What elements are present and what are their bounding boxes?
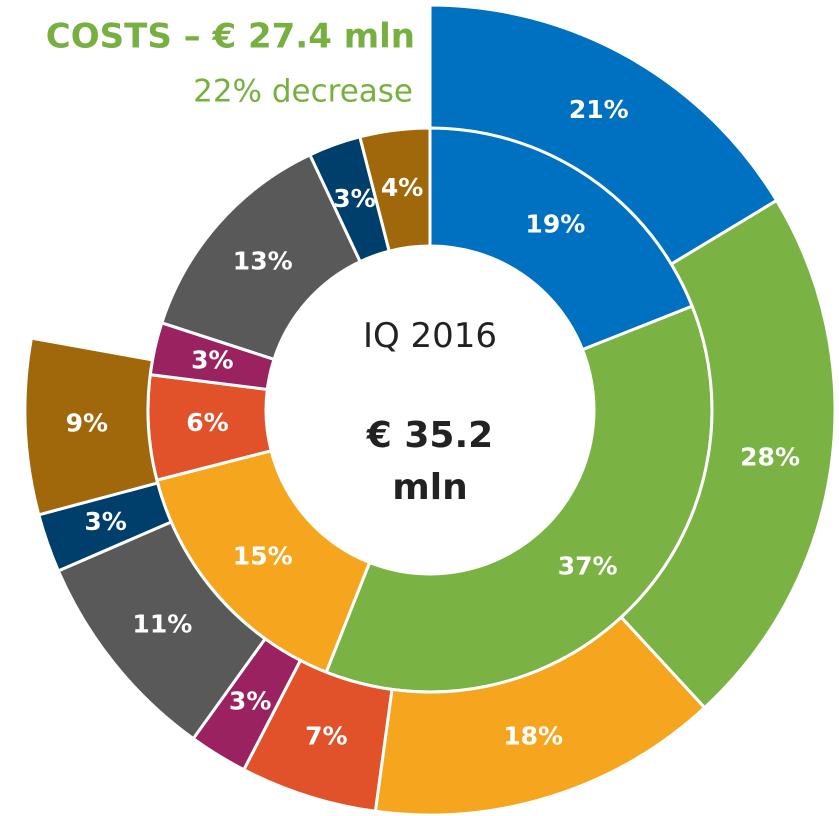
donut-slice <box>23 336 160 517</box>
chart-subtitle: 22% decrease <box>193 74 413 110</box>
slice-label: 21% <box>569 95 629 124</box>
slice-label: 18% <box>503 722 563 751</box>
slice-label: 15% <box>233 541 293 570</box>
slice-label: 7% <box>305 721 347 750</box>
slice-label: 3% <box>191 345 233 374</box>
slice-label: 37% <box>558 552 618 581</box>
slice-label: 9% <box>66 408 108 437</box>
slice-label: 28% <box>740 442 800 471</box>
slice-label: 4% <box>381 173 423 202</box>
slice-label: 6% <box>186 408 228 437</box>
slice-label: 3% <box>229 687 271 716</box>
chart-title: COSTS – € 27.4 mln <box>46 17 415 57</box>
slice-label: 19% <box>525 210 585 239</box>
slice-label: 13% <box>233 247 293 276</box>
donut-slice <box>619 198 837 710</box>
center-label: IQ 2016 <box>362 316 498 356</box>
center-value: € 35.2 mln <box>366 415 494 508</box>
slice-label: 3% <box>333 184 375 213</box>
slice-label: 3% <box>84 507 126 536</box>
slice-label: 11% <box>132 609 192 638</box>
